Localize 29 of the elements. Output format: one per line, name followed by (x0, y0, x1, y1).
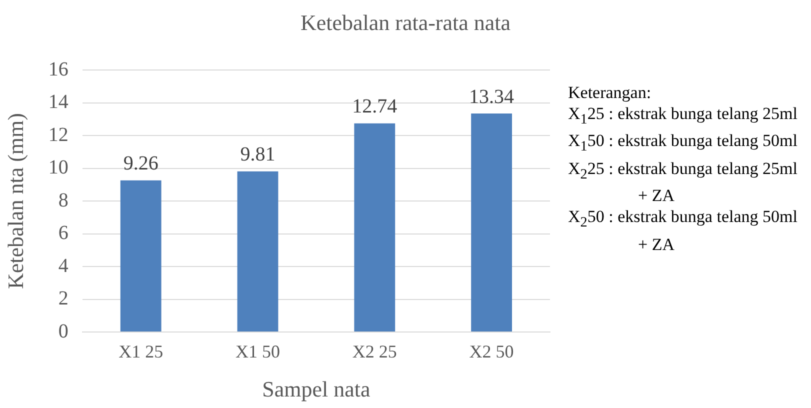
text: X$_{1}$25 : ekstrak bunga telang 25ml (568, 103, 798, 130)
data-label: 12.74 (352, 96, 398, 118)
text: X$_{1}$50 : ekstrak bunga telang 50ml (568, 130, 798, 157)
y-axis-title: Ketebalan nta (mm) (2, 113, 28, 289)
y-tick-label: 0 (58, 320, 68, 342)
bar (354, 123, 396, 332)
text: X$_{2}$50 : ekstrak bunga telang 50ml + ZA (568, 206, 798, 255)
y-tick-label: 6 (58, 222, 68, 244)
x-tick-label: X1 50 (236, 342, 280, 362)
x-axis-title: Sampel nata (262, 376, 370, 402)
text: X$_{2}$25 : ekstrak bunga telang 25ml + ZA (568, 158, 798, 206)
text: Keterangan: (568, 82, 652, 103)
data-label: 9.81 (240, 144, 276, 166)
y-tick-label: 4 (58, 254, 68, 277)
y-tick-label: 8 (58, 189, 68, 212)
x-tick-label: X2 50 (469, 342, 514, 362)
y-tick-label: 10 (48, 156, 68, 178)
data-label: 9.26 (123, 152, 158, 175)
data-label: 13.34 (469, 86, 514, 108)
bar (237, 171, 278, 332)
y-tick-label: 2 (58, 288, 68, 310)
chart-title: Ketebalan rata-rata nata (299, 10, 512, 36)
y-tick-label: 14 (48, 91, 68, 113)
y-tick-label: 16 (48, 58, 68, 80)
x-tick-label: X2 25 (352, 342, 397, 362)
bar (120, 180, 162, 332)
y-tick-label: 12 (48, 124, 68, 146)
x-tick-label: X1 25 (118, 342, 164, 362)
bar (471, 114, 512, 332)
